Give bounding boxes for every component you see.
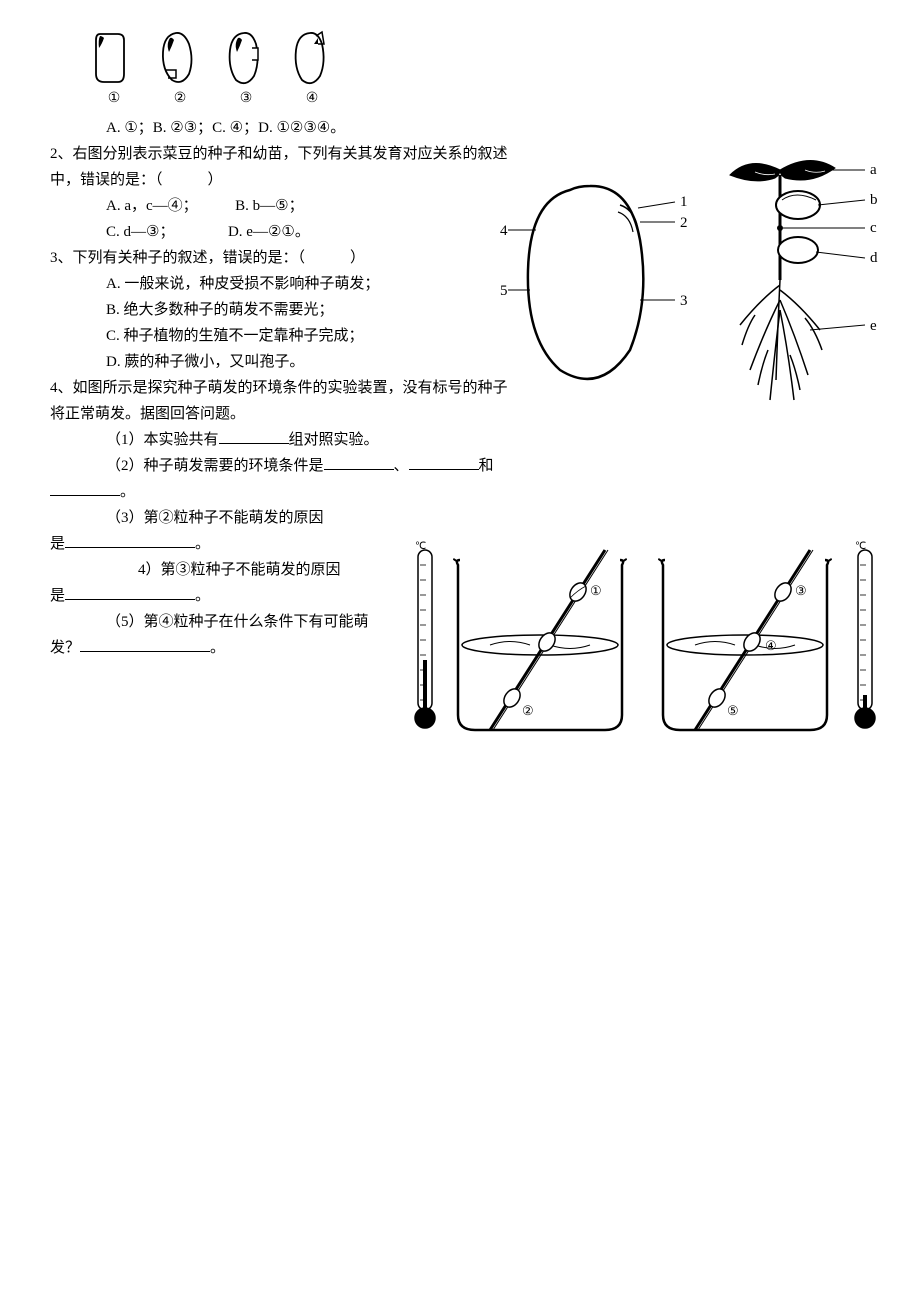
beaker-left: ① ② (454, 550, 626, 730)
thermometer-left: ℃ (415, 541, 435, 728)
blank-4[interactable] (50, 481, 120, 496)
seed-seedling-diagram: 1 2 3 4 5 (500, 150, 880, 430)
beaker-num-5: ⑤ (727, 703, 739, 718)
plant-label-c: c (870, 220, 877, 236)
q4-p2d: 。 (120, 484, 135, 500)
seed-label-num-3: 3 (680, 293, 688, 309)
q4-p2-cont: 。 (50, 480, 870, 504)
beaker-right: ③ ④ ⑤ (659, 550, 831, 730)
blank-5[interactable] (65, 533, 195, 548)
q4-p1b: 组对照实验。 (289, 432, 379, 448)
seed-top-1 (567, 580, 590, 604)
blank-1[interactable] (219, 429, 289, 444)
seed-label-2: ② (156, 88, 204, 110)
seed-option-1 (90, 30, 138, 86)
beaker-num-3: ③ (795, 583, 807, 598)
plant-label-d: d (870, 250, 878, 266)
plant-label-b: b (870, 192, 878, 208)
q4-p1: （1）本实验共有 组对照实验。 (50, 428, 870, 452)
q4-p5b: 发？ (50, 640, 80, 656)
q4-p5c: 。 (210, 640, 225, 656)
seed-label-num-2: 2 (680, 215, 688, 231)
seed-option-labels: ① ② ③ ④ (90, 88, 870, 110)
q2-optB: B. b—⑤； (235, 198, 303, 214)
thermo-right-unit: ℃ (855, 541, 866, 552)
q4-p4c: 。 (195, 588, 210, 604)
thermo-left-unit: ℃ (415, 541, 426, 552)
q4-p3c: 。 (195, 536, 210, 552)
seed-label-3: ③ (222, 88, 270, 110)
beaker-num-4: ④ (765, 638, 777, 653)
blank-2[interactable] (324, 455, 394, 470)
seed-option-2 (156, 30, 204, 86)
seedling (730, 160, 865, 400)
beaker-num-2: ② (522, 703, 534, 718)
seed-label-1: ① (90, 88, 138, 110)
q4-p1a: （1）本实验共有 (106, 432, 219, 448)
beaker-num-1: ① (590, 583, 602, 598)
q2-optA: A. a，c—④； (106, 198, 198, 214)
seed-option-3 (222, 30, 270, 86)
q4-p2b: 、 (394, 458, 409, 474)
blank-6[interactable] (65, 585, 195, 600)
beaker-experiment-diagram: ℃ (410, 540, 880, 770)
seed-outline (508, 186, 675, 379)
seed-options-row (90, 30, 870, 86)
q4-p2: （2）种子萌发需要的环境条件是 、 和 (50, 454, 510, 478)
q2-optD: D. e—②①。 (228, 224, 310, 240)
seed-label-num-1: 1 (680, 194, 688, 210)
q4-p3b: 是 (50, 536, 65, 552)
blank-3[interactable] (409, 455, 479, 470)
thermometer-right: ℃ (855, 541, 875, 728)
q4-stem-1: 4、如图所示是探究种子萌发的环境条件的实验装置，没有标号的种子 (50, 376, 510, 400)
seed-label-num-4: 4 (500, 223, 508, 239)
plant-label-e: e (870, 318, 877, 334)
seed-label-4: ④ (288, 88, 336, 110)
q1-options: A. ①；B. ②③；C. ④；D. ①②③④。 (50, 116, 870, 140)
plant-label-a: a (870, 162, 877, 178)
q4-p2a: （2）种子萌发需要的环境条件是 (106, 458, 324, 474)
seed-option-4 (288, 30, 336, 86)
q2-optC: C. d—③； (106, 224, 174, 240)
q4-p3a: （3）第②粒种子不能萌发的原因 (50, 506, 510, 530)
blank-7[interactable] (80, 637, 210, 652)
q4-p2c: 和 (479, 458, 494, 474)
seed-label-num-5: 5 (500, 283, 508, 299)
q4-p4b: 是 (50, 588, 65, 604)
